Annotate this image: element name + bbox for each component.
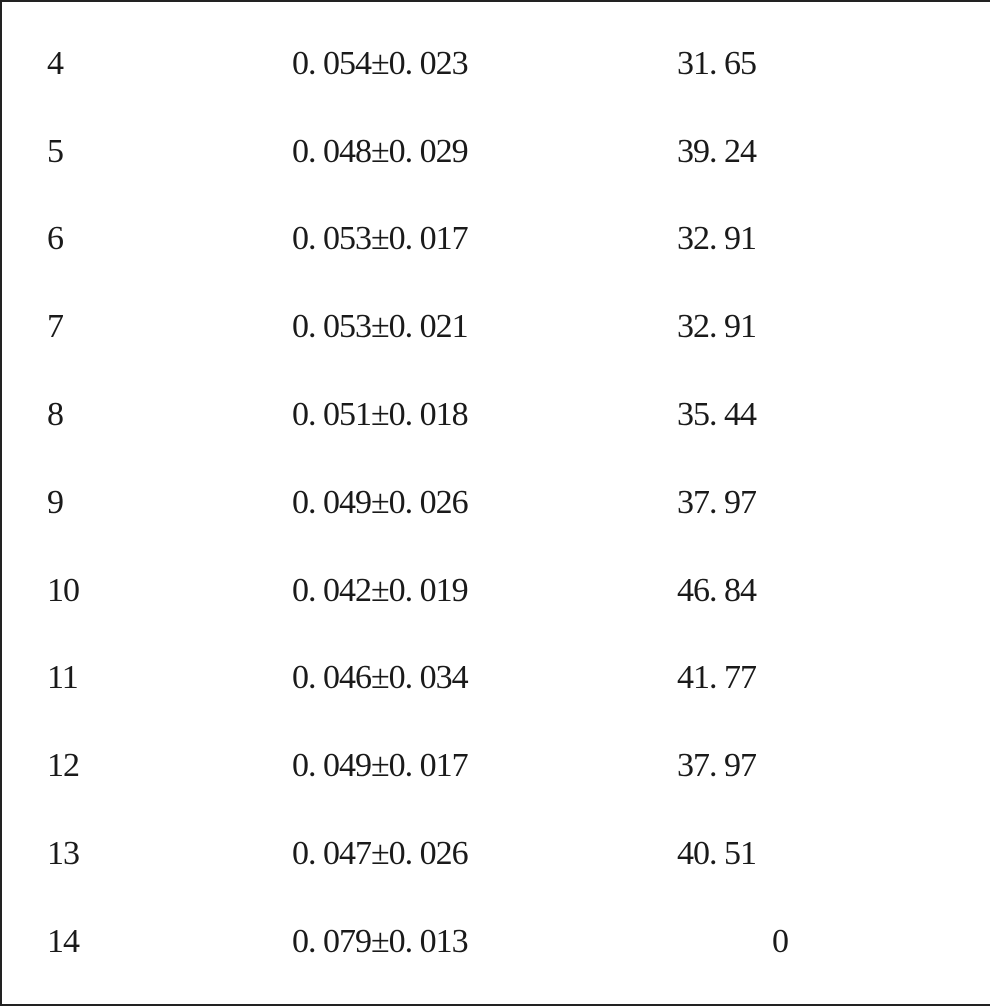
table-row: 14 0. 079±0. 013 0 — [2, 898, 990, 986]
cell-id: 9 — [2, 484, 292, 522]
cell-pct: 39. 24 — [677, 133, 942, 171]
table-row: 10 0. 042±0. 019 46. 84 — [2, 547, 990, 635]
table-row: 4 0. 054±0. 023 31. 65 — [2, 20, 990, 108]
cell-pct: 35. 44 — [677, 396, 942, 434]
table-row: 12 0. 049±0. 017 37. 97 — [2, 722, 990, 810]
cell-value: 0. 049±0. 017 — [292, 747, 677, 785]
cell-value: 0. 054±0. 023 — [292, 45, 677, 83]
table-row: 9 0. 049±0. 026 37. 97 — [2, 459, 990, 547]
cell-value: 0. 046±0. 034 — [292, 659, 677, 697]
data-table: 4 0. 054±0. 023 31. 65 5 0. 048±0. 029 3… — [0, 0, 990, 1006]
table-row: 7 0. 053±0. 021 32. 91 — [2, 283, 990, 371]
cell-value: 0. 053±0. 021 — [292, 308, 677, 346]
cell-pct: 46. 84 — [677, 572, 942, 610]
cell-value: 0. 048±0. 029 — [292, 133, 677, 171]
table-row: 11 0. 046±0. 034 41. 77 — [2, 635, 990, 723]
cell-id: 14 — [2, 923, 292, 961]
cell-value: 0. 047±0. 026 — [292, 835, 677, 873]
cell-pct: 32. 91 — [677, 308, 942, 346]
cell-pct: 37. 97 — [677, 484, 942, 522]
cell-value: 0. 042±0. 019 — [292, 572, 677, 610]
cell-id: 6 — [2, 220, 292, 258]
cell-id: 7 — [2, 308, 292, 346]
cell-value: 0. 051±0. 018 — [292, 396, 677, 434]
cell-value: 0. 049±0. 026 — [292, 484, 677, 522]
cell-value: 0. 079±0. 013 — [292, 923, 677, 961]
cell-pct: 37. 97 — [677, 747, 942, 785]
cell-pct: 0 — [677, 923, 942, 961]
table-row: 5 0. 048±0. 029 39. 24 — [2, 108, 990, 196]
cell-pct: 31. 65 — [677, 45, 942, 83]
cell-pct: 41. 77 — [677, 659, 942, 697]
cell-pct: 40. 51 — [677, 835, 942, 873]
cell-id: 5 — [2, 133, 292, 171]
cell-value: 0. 053±0. 017 — [292, 220, 677, 258]
cell-id: 11 — [2, 659, 292, 697]
table-row: 6 0. 053±0. 017 32. 91 — [2, 196, 990, 284]
table-row: 13 0. 047±0. 026 40. 51 — [2, 810, 990, 898]
cell-pct: 32. 91 — [677, 220, 942, 258]
cell-id: 8 — [2, 396, 292, 434]
cell-id: 10 — [2, 572, 292, 610]
cell-id: 12 — [2, 747, 292, 785]
table-row: 8 0. 051±0. 018 35. 44 — [2, 371, 990, 459]
cell-id: 4 — [2, 45, 292, 83]
cell-id: 13 — [2, 835, 292, 873]
